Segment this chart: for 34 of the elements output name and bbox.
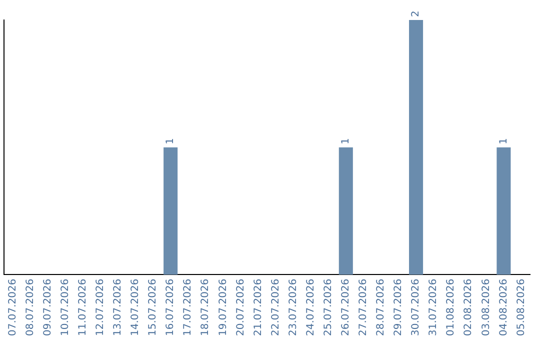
- x-tick-label: 01.08.2026: [446, 278, 457, 336]
- x-tick-label: 24.07.2026: [305, 278, 316, 336]
- x-tick-label: 20.07.2026: [235, 278, 246, 336]
- x-tick-label: 13.07.2026: [112, 278, 124, 336]
- x-tick-label: 26.07.2026: [340, 278, 352, 336]
- x-tick-label: 31.07.2026: [428, 278, 440, 336]
- x-tick-label: 14.07.2026: [130, 278, 142, 336]
- x-tick-label: 17.07.2026: [182, 278, 194, 336]
- x-tick-label: 18.07.2026: [200, 278, 212, 336]
- x-tick-label: 15.07.2026: [148, 278, 159, 336]
- x-tick-label: 08.07.2026: [24, 278, 36, 336]
- x-tick-label: 25.07.2026: [322, 278, 334, 336]
- data-label: 1: [498, 138, 510, 144]
- data-label: 1: [340, 138, 352, 144]
- x-tick-label: 05.08.2026: [516, 278, 527, 336]
- x-tick-label: 10.07.2026: [60, 278, 71, 336]
- x-tick-label: 28.07.2026: [376, 278, 387, 336]
- x-tick-label: 23.07.2026: [288, 278, 299, 336]
- x-tick-label: 11.07.2026: [77, 278, 88, 336]
- x-tick-label: 03.08.2026: [480, 278, 492, 336]
- x-tick-label: 30.07.2026: [410, 278, 422, 336]
- x-tick-label: 02.08.2026: [463, 278, 474, 336]
- data-label: 1: [165, 138, 176, 144]
- x-tick-label: 29.07.2026: [393, 278, 404, 336]
- x-tick-label: 19.07.2026: [218, 278, 229, 336]
- x-tick-label: 16.07.2026: [165, 278, 176, 336]
- data-label: 2: [410, 10, 422, 17]
- x-tick-label: 22.07.2026: [270, 278, 282, 336]
- x-tick-label: 04.08.2026: [498, 278, 510, 336]
- x-tick-label: 07.07.2026: [7, 278, 18, 336]
- x-tick-label: 12.07.2026: [95, 278, 106, 336]
- x-tick-label: 27.07.2026: [358, 278, 370, 336]
- x-tick-label: 09.07.2026: [42, 278, 54, 336]
- x-tick-label: 21.07.2026: [252, 278, 264, 336]
